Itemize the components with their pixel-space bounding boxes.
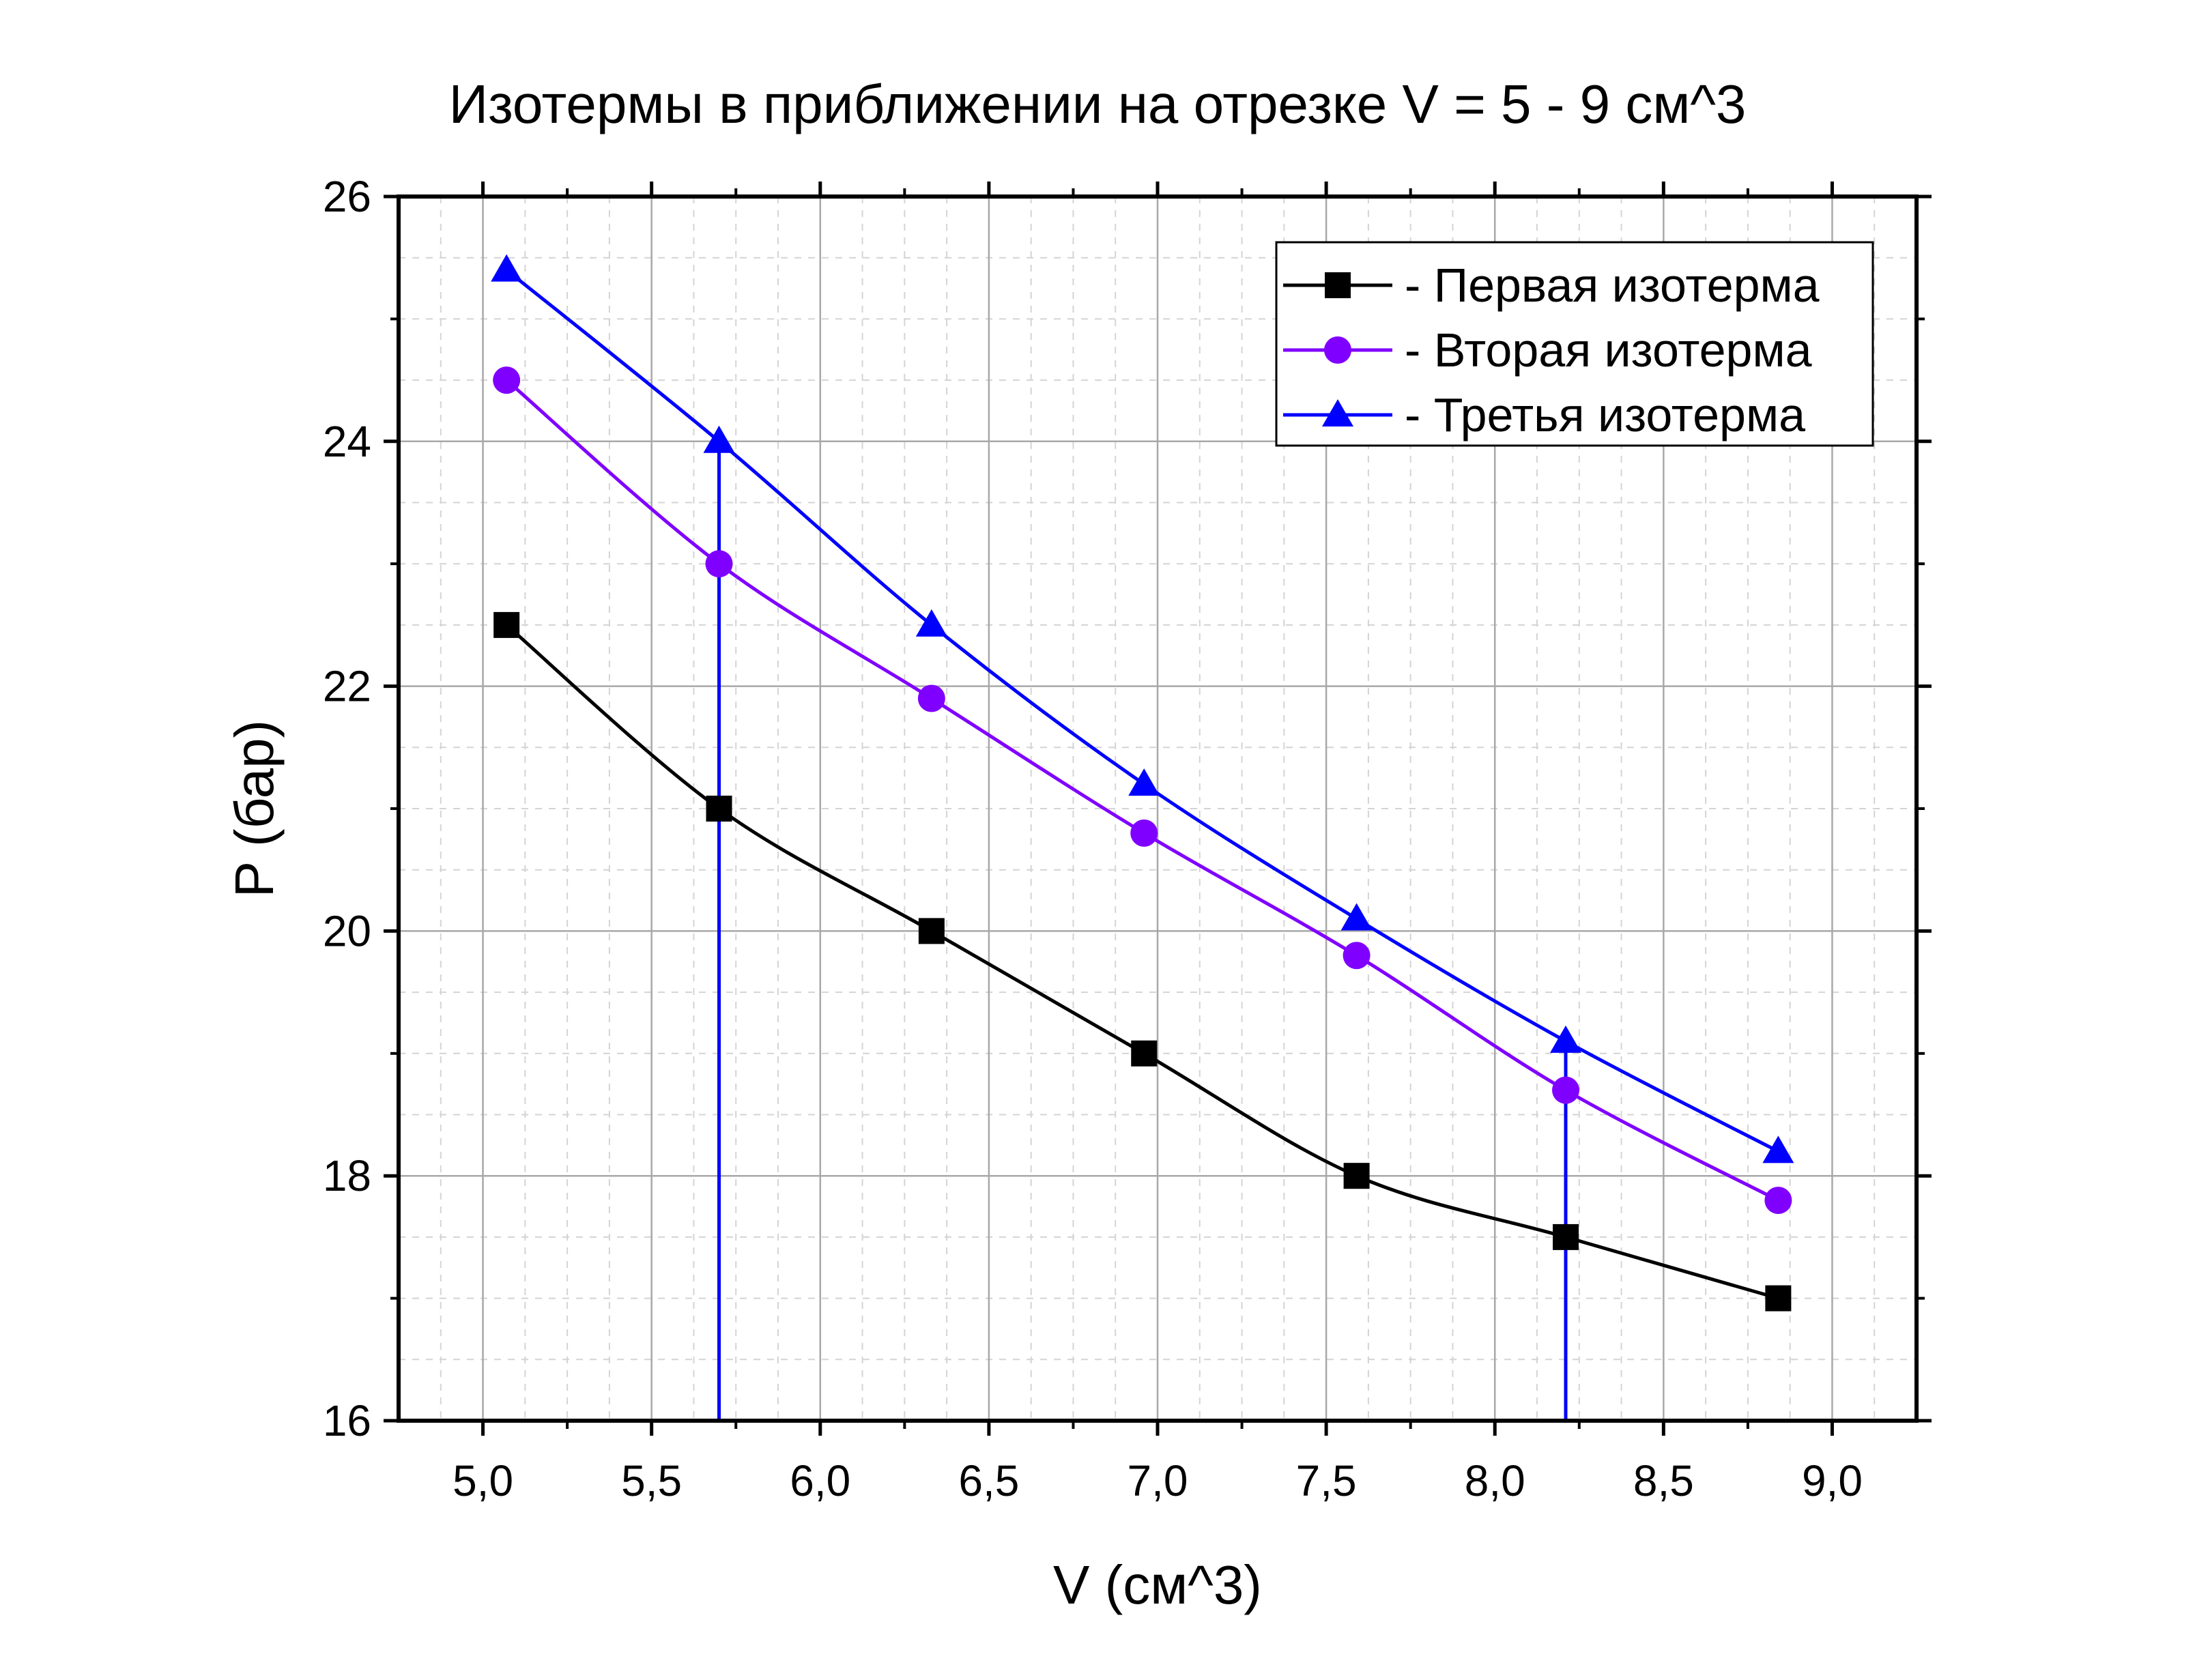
x-tick-label: 7,0 (1128, 1456, 1188, 1505)
data-point-series-3 (1128, 768, 1160, 796)
data-point-series-2 (1552, 1076, 1580, 1104)
y-tick-label: 26 (323, 172, 371, 221)
chart-title: Изотермы в приближении на отрезке V = 5 … (449, 74, 1747, 134)
x-tick-label: 6,0 (790, 1456, 850, 1505)
data-point-series-2 (705, 550, 733, 578)
legend-marker-1 (1325, 272, 1351, 298)
legend: - Первая изотерма - Вторая изотерма - Трет… (1275, 241, 1874, 447)
x-tick-label: 9,0 (1802, 1456, 1863, 1505)
y-tick-label: 16 (323, 1396, 371, 1445)
x-tick-label: 7,5 (1296, 1456, 1357, 1505)
y-tick-label: 22 (323, 662, 371, 711)
data-point-series-1 (1765, 1285, 1792, 1312)
y-axis-label: P (бар) (224, 720, 285, 897)
data-point-series-1 (493, 611, 520, 638)
x-tick-label: 8,0 (1465, 1456, 1525, 1505)
x-axis-label: V (см^3) (1053, 1554, 1262, 1615)
data-point-series-3 (703, 425, 735, 453)
axis-ticks (384, 182, 1932, 1436)
legend-label-3: - Третья изотерма (1405, 388, 1805, 441)
legend-label-1: - Первая изотерма (1405, 259, 1820, 312)
data-point-series-3 (1762, 1135, 1794, 1163)
series-markers (491, 254, 1794, 1312)
legend-label-2: - Вторая изотерма (1405, 323, 1812, 377)
x-tick-label: 6,5 (958, 1456, 1019, 1505)
data-point-series-3 (491, 254, 523, 282)
y-tick-label: 24 (323, 417, 371, 466)
data-point-series-1 (1343, 1163, 1370, 1189)
data-point-series-1 (1131, 1040, 1158, 1067)
data-point-series-3 (1340, 903, 1373, 931)
legend-marker-2 (1324, 336, 1351, 364)
data-point-series-1 (918, 918, 945, 944)
legend-marker-3 (1322, 399, 1353, 426)
x-tick-label: 8,5 (1633, 1456, 1694, 1505)
data-point-series-1 (1553, 1223, 1579, 1250)
x-tick-label: 5,5 (621, 1456, 682, 1505)
x-tick-labels: 5,0 5,5 6,0 6,5 7,0 7,5 8,0 8,5 9,0 (453, 1456, 1863, 1505)
data-point-series-1 (706, 796, 732, 822)
legend-box (1275, 241, 1874, 447)
data-point-series-2 (493, 366, 521, 394)
data-point-series-3 (915, 609, 947, 637)
data-point-series-2 (1130, 819, 1158, 847)
y-tick-label: 20 (323, 906, 371, 955)
y-tick-labels: 16 18 20 22 24 26 (323, 172, 371, 1445)
y-tick-label: 18 (323, 1151, 371, 1200)
data-point-series-2 (1343, 942, 1371, 970)
x-tick-label: 5,0 (453, 1456, 513, 1505)
data-point-series-3 (1550, 1025, 1582, 1053)
data-point-series-2 (1764, 1187, 1792, 1215)
data-point-series-2 (917, 684, 945, 712)
